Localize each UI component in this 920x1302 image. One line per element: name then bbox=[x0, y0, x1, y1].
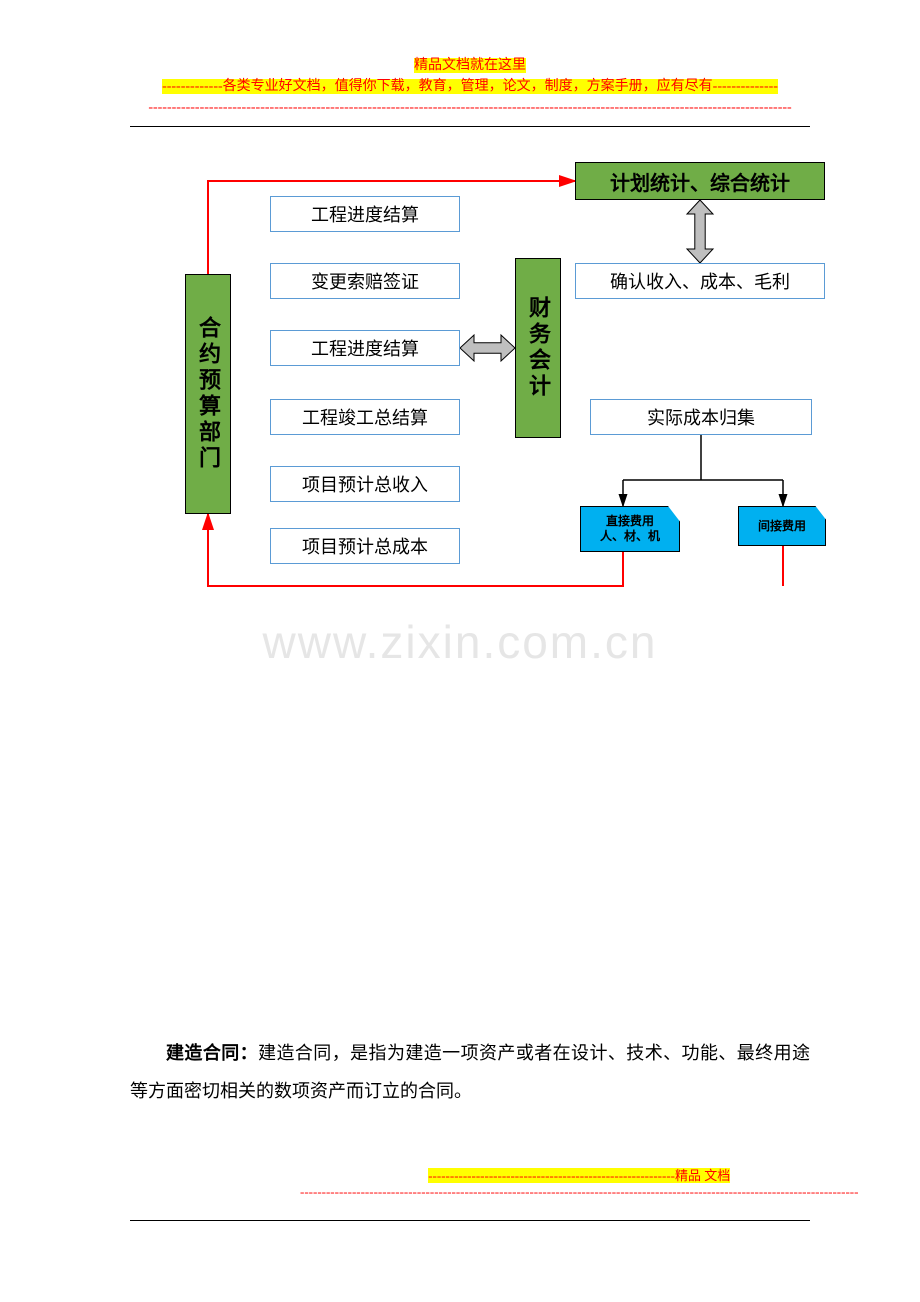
footer-rule bbox=[130, 1220, 810, 1221]
doc-footer: ----------------------------------------… bbox=[300, 1165, 858, 1200]
node-finance_acct: 财务会计 bbox=[515, 258, 561, 438]
header-line1: 精品文档就在这里 bbox=[414, 58, 526, 73]
node-contract_dept: 合约预算部门 bbox=[185, 274, 231, 514]
header-dashes: ----------------------------------------… bbox=[148, 100, 791, 115]
header-line2: -------------各类专业好文档，值得你下载，教育，管理，论文，制度，方… bbox=[162, 79, 778, 94]
node-progress2: 工程进度结算 bbox=[270, 330, 460, 366]
diagram-connectors bbox=[130, 150, 830, 630]
node-progress1: 工程进度结算 bbox=[270, 196, 460, 232]
node-confirm_rev: 确认收入、成本、毛利 bbox=[575, 263, 825, 299]
node-est_cost: 项目预计总成本 bbox=[270, 528, 460, 564]
node-completion: 工程竣工总结算 bbox=[270, 399, 460, 435]
body-paragraph: 建造合同：建造合同，是指为建造一项资产或者在设计、技术、功能、最终用途等方面密切… bbox=[130, 1035, 810, 1111]
footer-line2: ----------------------------------------… bbox=[300, 1184, 858, 1199]
header-rule bbox=[130, 126, 810, 127]
doc-header: 精品文档就在这里 -------------各类专业好文档，值得你下载，教育，管… bbox=[130, 55, 810, 118]
footer-line1: ----------------------------------------… bbox=[428, 1168, 730, 1183]
node-indirect_cost: 间接费用 bbox=[738, 506, 826, 546]
node-direct_cost: 直接费用人、材、机 bbox=[580, 506, 680, 552]
node-actual_cost: 实际成本归集 bbox=[590, 399, 812, 435]
body-lead: 建造合同： bbox=[166, 1043, 258, 1063]
flow-diagram: 合约预算部门 财务会计 计划统计、综合统计工程进度结算变更索赔签证工程进度结算工程竣… bbox=[130, 150, 830, 630]
node-plan_stats: 计划统计、综合统计 bbox=[575, 162, 825, 200]
node-est_income: 项目预计总收入 bbox=[270, 466, 460, 502]
node-change_claim: 变更索赔签证 bbox=[270, 263, 460, 299]
